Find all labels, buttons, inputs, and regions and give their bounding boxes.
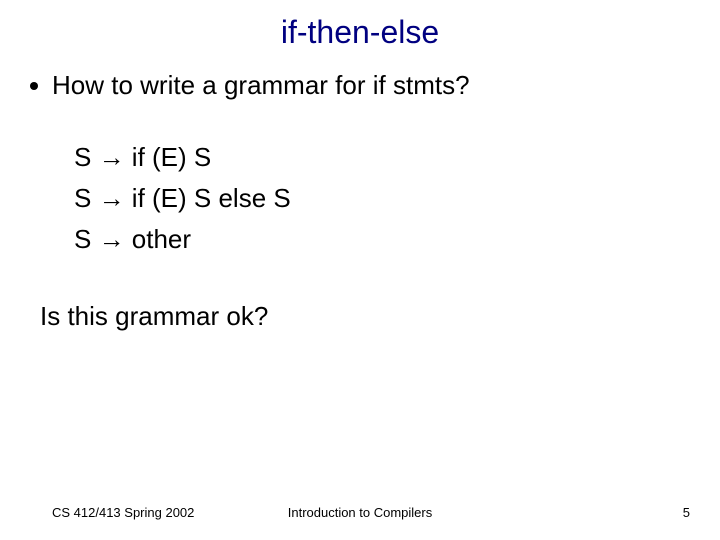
slide-body: How to write a grammar for if stmts? S →… [0,61,720,332]
footer-page-number: 5 [683,505,690,520]
bullet-item: How to write a grammar for if stmts? [30,69,690,102]
bullet-icon [30,82,38,90]
grammar-line: S → other [74,220,690,259]
grammar-line: S → if (E) S [74,138,690,177]
grammar-line: S → if (E) S else S [74,179,690,218]
slide-title: if-then-else [0,0,720,61]
question-text: Is this grammar ok? [30,301,690,332]
grammar-block: S → if (E) S S → if (E) S else S S → oth… [30,138,690,259]
bullet-text: How to write a grammar for if stmts? [52,69,470,102]
slide: if-then-else How to write a grammar for … [0,0,720,540]
footer-title: Introduction to Compilers [0,505,720,520]
